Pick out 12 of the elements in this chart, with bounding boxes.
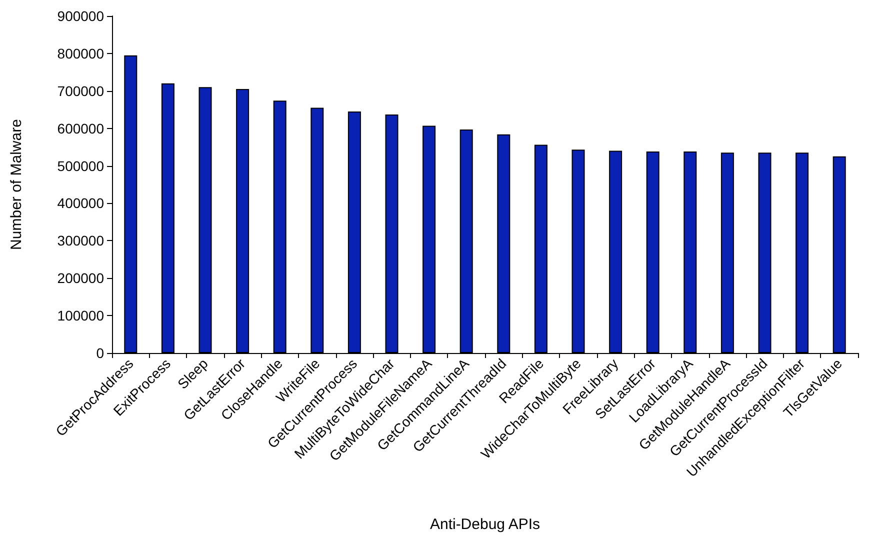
y-tick-label: 400000 (57, 195, 104, 212)
y-tick-label: 600000 (57, 120, 104, 136)
y-tick-label: 0 (96, 345, 104, 361)
y-tick-label: 500000 (57, 158, 104, 174)
x-axis-title: Anti-Debug APIs (430, 516, 540, 533)
y-tick-label: 100000 (57, 308, 104, 324)
y-tick-label: 300000 (57, 232, 104, 249)
y-tick-label: 800000 (57, 45, 104, 62)
y-axis-title: Number of Malware (8, 119, 25, 250)
y-tick-label: 700000 (57, 82, 104, 99)
y-tick-label: 200000 (57, 270, 104, 286)
y-tick-label: 900000 (57, 8, 104, 24)
